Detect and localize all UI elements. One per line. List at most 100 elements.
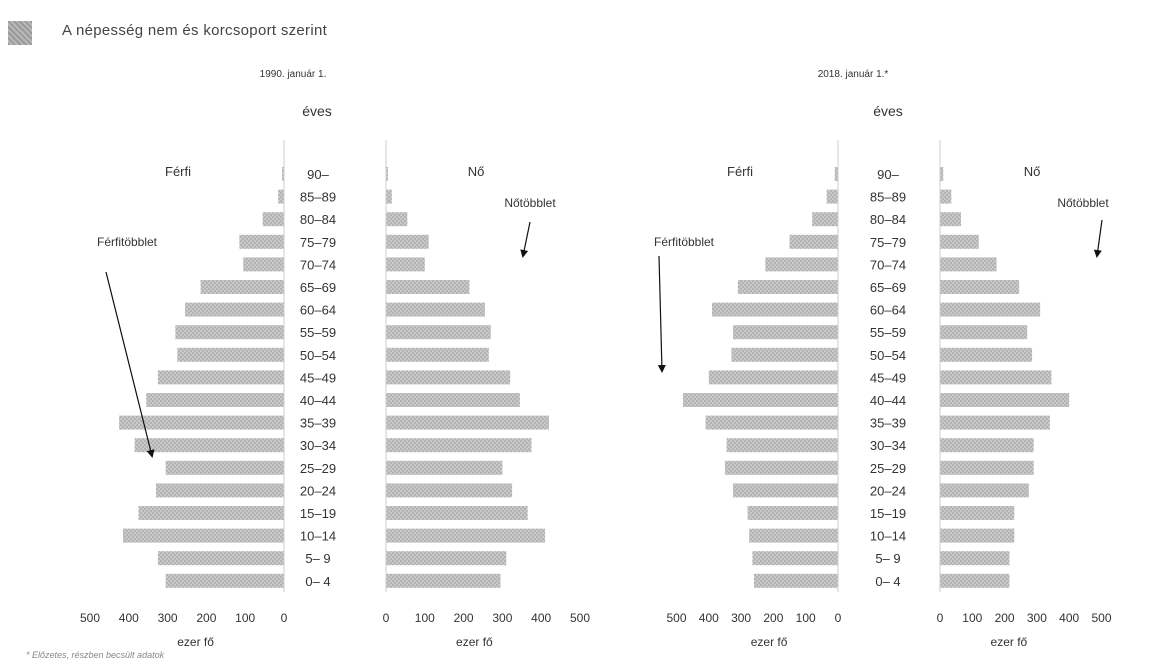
female-bar (386, 483, 513, 498)
age-group-label: 75–79 (300, 235, 336, 250)
male-x-tick-label: 400 (119, 611, 139, 625)
male-bar (708, 370, 838, 385)
age-group-label: 70–74 (300, 257, 336, 272)
male-bar (239, 234, 284, 249)
male-bar (724, 460, 838, 475)
age-group-label: 25–29 (300, 461, 336, 476)
male-bar (754, 573, 838, 588)
female-surplus-arrow (520, 221, 531, 258)
female-bar (940, 370, 1052, 385)
male-bar (726, 438, 838, 453)
age-group-label: 85–89 (870, 190, 906, 205)
pyramid-1990: 1990. január 1. éves Férfi Nő 90– 85–89 80–84 7… (80, 69, 590, 649)
age-group-label: 5– 9 (305, 551, 330, 566)
female-x-tick-label: 200 (995, 611, 1015, 625)
male-x-axis-label: ezer fő (751, 635, 788, 649)
female-bar (940, 347, 1033, 362)
age-group-label: 30–34 (300, 438, 336, 453)
female-bar (386, 573, 501, 588)
female-bar (386, 234, 429, 249)
female-x-axis-label: ezer fő (456, 635, 493, 649)
male-x-tick-label: 100 (796, 611, 816, 625)
male-bar (262, 212, 284, 227)
chart-title: 2018. január 1.* (818, 69, 889, 80)
male-bar (146, 393, 284, 407)
male-bar (712, 302, 838, 317)
male-bar (185, 302, 284, 317)
male-x-axis-label: ezer fő (177, 635, 214, 649)
male-bar (200, 280, 284, 294)
female-bar (940, 415, 1050, 430)
female-bar (940, 460, 1034, 475)
female-x-tick-label: 200 (454, 611, 474, 625)
age-group-label: 35–39 (870, 416, 906, 431)
age-group-label: 75–79 (870, 235, 906, 250)
female-surplus-annotation: Nőtöbblet (1057, 196, 1109, 210)
age-group-label: 20–24 (300, 483, 336, 498)
male-x-tick-label: 200 (196, 611, 216, 625)
female-bar (940, 438, 1034, 453)
male-x-tick-label: 200 (763, 611, 783, 625)
female-bar (386, 280, 470, 294)
male-bar (278, 189, 284, 204)
male-bar (812, 212, 838, 227)
age-group-label: 45–49 (870, 370, 906, 385)
age-group-label: 50–54 (870, 348, 906, 363)
female-bar (940, 325, 1028, 340)
age-group-label: 20–24 (870, 483, 906, 498)
age-group-label: 10–14 (870, 529, 906, 544)
age-group-label: 60–64 (300, 303, 336, 318)
female-bar (386, 212, 408, 227)
age-group-label: 80–84 (300, 212, 336, 227)
age-group-label: 15–19 (870, 506, 906, 521)
female-x-tick-label: 100 (415, 611, 435, 625)
female-x-tick-label: 400 (1059, 611, 1079, 625)
female-bar (386, 257, 425, 272)
male-bar (177, 347, 284, 362)
age-group-label: 10–14 (300, 529, 336, 544)
age-group-label: 25–29 (870, 461, 906, 476)
male-bar (737, 280, 838, 294)
male-bar (134, 438, 284, 453)
male-x-tick-label: 500 (80, 611, 100, 625)
female-surplus-arrow (1093, 219, 1103, 258)
age-group-label: 40–44 (870, 393, 906, 408)
male-bar (733, 483, 838, 498)
male-x-tick-label: 500 (666, 611, 686, 625)
female-bar (940, 257, 997, 272)
female-bar (386, 189, 392, 204)
female-bar (940, 528, 1015, 543)
female-label: Nő (468, 164, 485, 179)
male-bar (122, 528, 284, 543)
female-bar (940, 167, 944, 181)
male-x-tick-label: 0 (835, 611, 842, 625)
age-group-label: 90– (877, 167, 899, 182)
age-group-label: 30–34 (870, 438, 906, 453)
age-group-label: 15–19 (300, 506, 336, 521)
age-group-label: 5– 9 (875, 551, 900, 566)
header-square-icon (8, 21, 32, 45)
male-bar (752, 551, 838, 566)
male-label: Férfi (165, 164, 191, 179)
male-bar (165, 573, 284, 588)
age-group-label: 90– (307, 167, 329, 182)
male-bar (834, 167, 838, 181)
age-group-label: 70–74 (870, 257, 906, 272)
age-group-label: 35–39 (300, 416, 336, 431)
male-bar (243, 257, 284, 272)
female-bar (386, 551, 507, 566)
male-bar (119, 415, 284, 430)
female-bar (940, 573, 1010, 588)
female-x-tick-label: 500 (1091, 611, 1111, 625)
age-group-label: 45–49 (300, 370, 336, 385)
female-surplus-annotation: Nőtöbblet (504, 196, 556, 210)
male-bar (155, 483, 284, 498)
age-axis-label: éves (873, 103, 903, 119)
female-bar (940, 393, 1070, 407)
male-bar (175, 325, 284, 340)
male-x-tick-label: 300 (158, 611, 178, 625)
male-label: Férfi (727, 164, 753, 179)
age-axis-label: éves (302, 103, 332, 119)
female-x-tick-label: 300 (492, 611, 512, 625)
